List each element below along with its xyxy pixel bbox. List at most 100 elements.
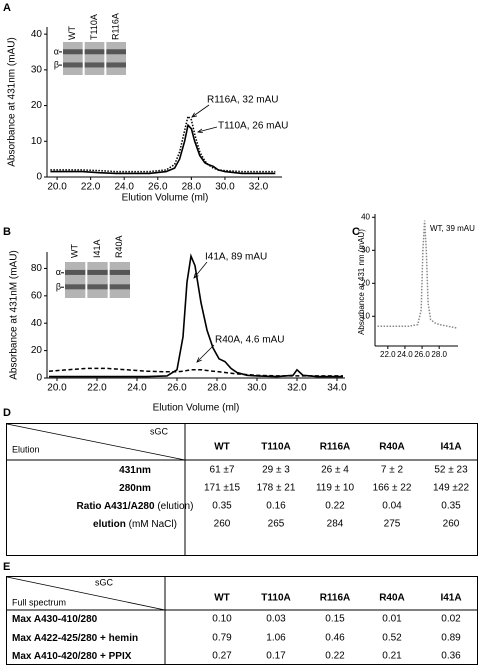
- column-header: T110A: [261, 442, 290, 453]
- gel-band: [65, 284, 86, 290]
- corner-top: sGC: [150, 426, 169, 436]
- column-header: WT: [214, 442, 230, 453]
- table-cell: 171 ±15: [204, 483, 241, 494]
- y-axis-label: Absorbance at 431 nm (mAU): [357, 229, 366, 335]
- table-cell: 0.03: [266, 614, 286, 625]
- table-cell: 26 ± 4: [321, 465, 349, 476]
- x-tick-label: 20.0: [47, 182, 67, 193]
- panel-label: B: [3, 226, 11, 238]
- gel-band: [84, 49, 105, 55]
- gel-band-label: β: [54, 59, 59, 69]
- y-tick-label: 20: [361, 278, 370, 287]
- column-header: I41A: [440, 593, 461, 604]
- x-tick-label: 28.0: [182, 182, 202, 193]
- column-header: T110A: [261, 593, 290, 604]
- y-tick-label: 40: [31, 318, 43, 329]
- row-label-main: 431nm: [119, 465, 151, 476]
- gel-lane: [87, 262, 108, 298]
- table-cell: 0.04: [382, 501, 402, 512]
- corner-diagonal: [6, 576, 166, 611]
- table-cell: 149 ±22: [433, 483, 470, 494]
- panel-label: C: [352, 226, 360, 238]
- column-header: R40A: [379, 593, 405, 604]
- table-cell: 0.22: [325, 501, 345, 512]
- table-cell: 61 ±7: [210, 465, 235, 476]
- column-header: R40A: [379, 442, 405, 453]
- row-label: Max A410-420/280 + PPIX: [12, 651, 132, 662]
- table-cell: 0.89: [441, 633, 461, 644]
- annotation: R116A, 32 mAU: [207, 95, 279, 106]
- y-tick-label: 60: [31, 290, 43, 301]
- table-cell: 0.01: [382, 614, 402, 625]
- table-cell: 0.36: [441, 651, 461, 662]
- annotation-arrow: [193, 261, 208, 279]
- table-cell: 0.02: [441, 614, 461, 625]
- gel-band: [63, 62, 83, 68]
- corner-diagonal: [6, 423, 186, 461]
- table-cell: 0.46: [325, 633, 345, 644]
- panel-label: A: [3, 2, 11, 14]
- table-cell: 1.06: [266, 633, 286, 644]
- table-cell: 178 ± 21: [257, 483, 296, 494]
- gel-lane: [65, 262, 86, 298]
- table-cell: 0.10: [212, 614, 232, 625]
- gel-lane-label: R116A: [111, 13, 121, 40]
- table-cell: 0.17: [266, 651, 286, 662]
- y-tick-label: 40: [31, 29, 43, 40]
- x-tick-label: 28.0: [207, 383, 227, 394]
- x-tick-label: 22.0: [87, 383, 107, 394]
- gel-band-label: β: [56, 282, 61, 292]
- gel-band: [87, 269, 108, 275]
- table-cell: 260: [214, 519, 231, 530]
- gel-band: [65, 269, 86, 275]
- row-label: elution (mM NaCl): [93, 519, 177, 530]
- row-label-note: (elution): [157, 501, 193, 512]
- table-cell: 284: [327, 519, 344, 530]
- arrow-head: [196, 357, 202, 363]
- table-cell: 0.52: [382, 633, 402, 644]
- y-tick-label: 30: [361, 245, 370, 254]
- column-header: R116A: [320, 442, 351, 453]
- gel-band: [106, 49, 126, 55]
- row-label: 280nm: [119, 483, 151, 494]
- gel-lane: [109, 262, 130, 298]
- row-label-main: Ratio A431/A280: [77, 501, 155, 512]
- gel-lane-label: WT: [70, 244, 80, 258]
- table-cell: 0.16: [266, 501, 286, 512]
- gel-band: [63, 49, 83, 55]
- gel-band: [109, 284, 130, 290]
- y-tick-label: 20: [31, 100, 43, 111]
- gel-band-label: α: [56, 267, 61, 277]
- annotation-arrow: [197, 126, 218, 133]
- y-axis-label: Absorbance at 431nm (mAU): [7, 37, 18, 167]
- row-label: Max A422-425/280 + hemin: [12, 633, 138, 644]
- annotation: I41A, 89 mAU: [205, 252, 267, 263]
- x-tick-label: 22.0: [81, 182, 101, 193]
- table-cell: 275: [384, 519, 401, 530]
- x-axis-label: Elution Volume (ml): [153, 403, 240, 414]
- x-tick-label: 30.0: [247, 383, 267, 394]
- gel-band: [87, 284, 108, 290]
- row-label: Max A430-410/280: [12, 614, 98, 625]
- x-tick-label: 26.0: [414, 350, 430, 359]
- y-tick-label: 20: [31, 345, 43, 356]
- data-line: [377, 220, 457, 329]
- row-label-main: 280nm: [119, 483, 151, 494]
- table-cell: 119 ± 10: [316, 483, 355, 494]
- annotation: WT, 39 mAU: [430, 224, 475, 233]
- column-header: I41A: [440, 442, 461, 453]
- arrow-head: [197, 128, 204, 134]
- y-tick-label: 10: [31, 136, 43, 147]
- data-line: [50, 114, 276, 173]
- row-label-main: Max A422-425/280 + hemin: [12, 633, 138, 644]
- table-cell: 0.35: [212, 501, 232, 512]
- x-tick-label: 24.0: [114, 182, 134, 193]
- panel-label: D: [3, 407, 11, 419]
- data-line: [48, 367, 343, 377]
- annotation-arrow: [191, 104, 210, 118]
- y-tick-label: 30: [31, 64, 43, 75]
- x-tick-label: 20.0: [47, 383, 67, 394]
- panel-label: E: [3, 561, 10, 573]
- gel-lane-label: I41A: [92, 239, 102, 258]
- x-tick-label: 22.0: [380, 350, 396, 359]
